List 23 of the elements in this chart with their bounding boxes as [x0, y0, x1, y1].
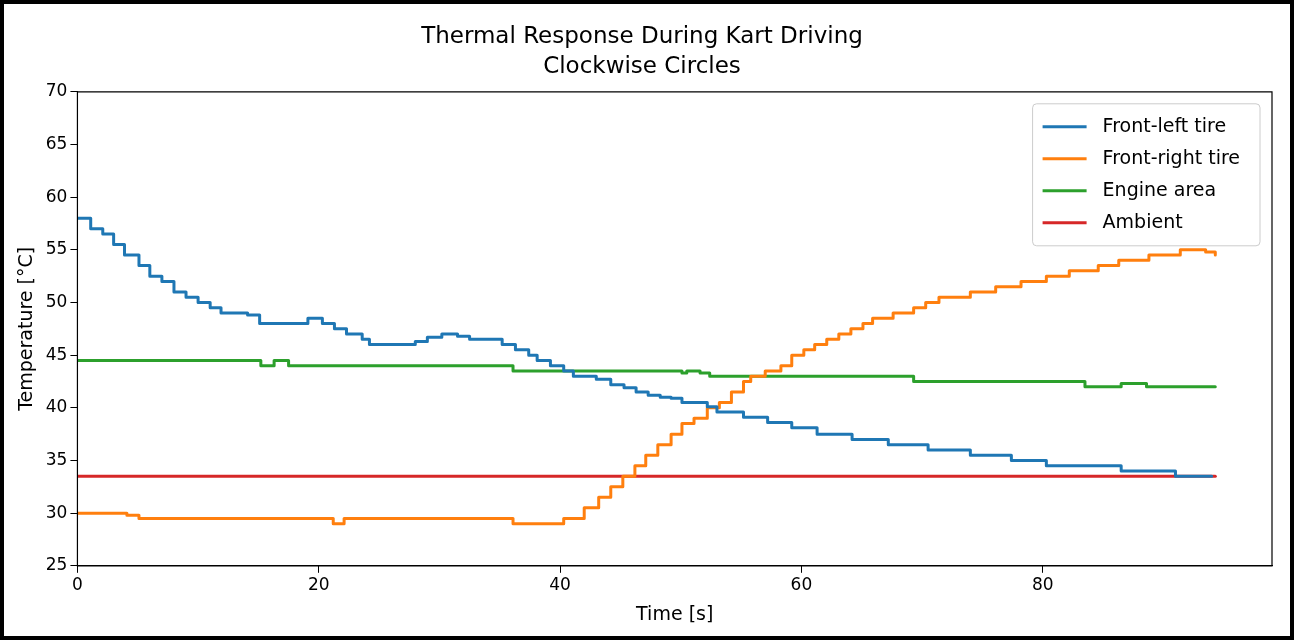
legend-label: Engine area	[1102, 177, 1217, 200]
x-tick-label: 60	[790, 574, 813, 595]
y-tick-label: 40	[45, 396, 68, 417]
chart-title: Thermal Response During Kart Driving	[420, 21, 863, 48]
x-tick-label: 0	[72, 574, 83, 595]
y-tick-label: 70	[45, 80, 68, 101]
x-tick-label: 80	[1031, 574, 1054, 595]
y-tick-label: 45	[45, 343, 68, 364]
y-tick-label: 30	[45, 501, 68, 522]
y-tick-label: 55	[45, 238, 68, 259]
y-tick-label: 50	[45, 290, 68, 311]
y-tick-label: 35	[45, 448, 68, 469]
y-tick-label: 60	[45, 185, 68, 206]
y-tick-label: 65	[45, 132, 68, 153]
chart-subtitle: Clockwise Circles	[543, 51, 741, 78]
y-axis-title: Temperature [°C]	[14, 246, 37, 412]
legend-label: Ambient	[1102, 209, 1183, 232]
legend-label: Front-right tire	[1102, 145, 1241, 168]
x-axis-title: Time [s]	[635, 601, 714, 624]
x-tick-label: 20	[307, 574, 330, 595]
y-tick-label: 25	[45, 554, 68, 575]
legend-label: Front-left tire	[1102, 113, 1227, 136]
x-tick-label: 40	[549, 574, 571, 595]
